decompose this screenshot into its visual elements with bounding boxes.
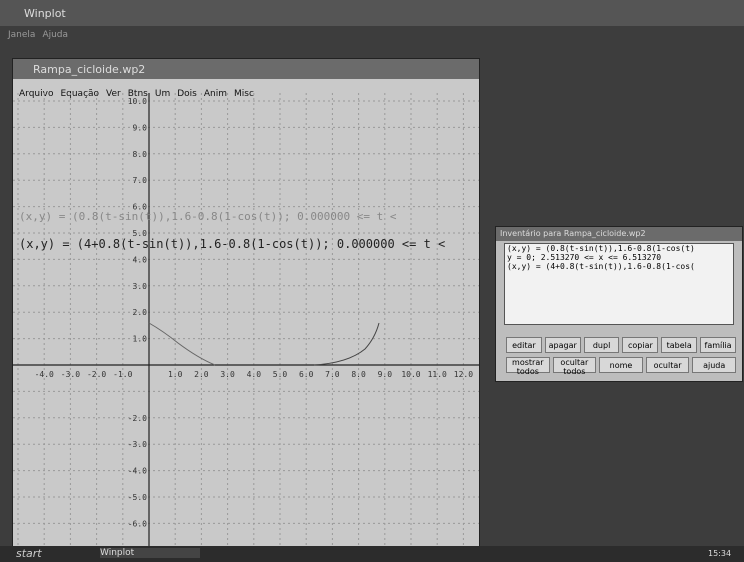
y-tick-label: 2.0 xyxy=(133,308,148,317)
task-button[interactable]: Winplot xyxy=(100,548,200,558)
x-tick-label: 11.0 xyxy=(428,370,447,379)
button[interactable]: ocultar todos xyxy=(553,357,597,373)
inventory-item[interactable]: (x,y) = (4+0.8(t-sin(t)),1.6-0.8(1-cos( xyxy=(505,262,733,271)
x-tick-label: -4.0 xyxy=(35,370,54,379)
y-tick-label: 8.0 xyxy=(133,150,148,159)
y-tick-label: -2.0 xyxy=(128,414,147,423)
y-tick-label: -3.0 xyxy=(128,440,147,449)
y-tick-label: -6.0 xyxy=(128,519,147,528)
button[interactable]: mostrar todos xyxy=(506,357,550,373)
x-tick-label: 8.0 xyxy=(351,370,366,379)
x-tick-label: -3.0 xyxy=(61,370,80,379)
y-tick-label: 10.0 xyxy=(128,97,147,106)
equation: (x,y) = (4+0.8(t-sin(t)),1.6-0.8(1-cos(t… xyxy=(19,237,445,251)
x-tick-label: 3.0 xyxy=(220,370,235,379)
x-tick-label: 1.0 xyxy=(168,370,183,379)
y-tick-label: 9.0 xyxy=(133,123,148,132)
app-titlebar: Winplot xyxy=(0,0,744,26)
button[interactable]: tabela xyxy=(661,337,697,353)
y-tick-label: 1.0 xyxy=(133,335,148,344)
button[interactable]: ajuda xyxy=(692,357,736,373)
menu-item[interactable]: Janela xyxy=(8,30,35,40)
inventory-item[interactable]: (x,y) = (0.8(t-sin(t)),1.6-0.8(1-cos(t) xyxy=(505,244,733,253)
button[interactable]: nome xyxy=(599,357,643,373)
grid xyxy=(13,93,479,549)
button[interactable]: copiar xyxy=(622,337,658,353)
y-tick-label: -4.0 xyxy=(128,467,147,476)
clock: 15:34 xyxy=(708,549,731,558)
button[interactable]: dupl xyxy=(584,337,620,353)
plot: -4.0 -3.0 -2.0 -1.0 1.0 2.0 3.0 4.0 5.0 6.0 7.0 8.0… xyxy=(13,93,479,549)
y-tick-label: 7.0 xyxy=(133,176,148,185)
dialog-titlebar: Inventário para Rampa_cicloide.wp2 xyxy=(496,227,742,241)
x-tick-label: -1.0 xyxy=(113,370,132,379)
inventory-dialog: Inventário para Rampa_cicloide.wp2 (x,y)… xyxy=(495,226,743,382)
x-tick-label: 5.0 xyxy=(273,370,288,379)
x-tick-label: -2.0 xyxy=(87,370,106,379)
curve xyxy=(314,323,379,365)
curve xyxy=(149,323,215,365)
y-tick-label: 4.0 xyxy=(133,255,148,264)
button[interactable]: família xyxy=(700,337,736,353)
window-titlebar: Rampa_cicloide.wp2 xyxy=(13,59,479,79)
inventory-item[interactable]: y = 0; 2.513270 <= x <= 6.513270 xyxy=(505,253,733,262)
dialog-title: Inventário para Rampa_cicloide.wp2 xyxy=(500,229,646,238)
x-tick-label: 2.0 xyxy=(194,370,209,379)
window-title: Rampa_cicloide.wp2 xyxy=(33,63,145,76)
menu-item[interactable]: Ajuda xyxy=(42,30,68,40)
y-tick-label: 3.0 xyxy=(133,282,148,291)
start-button[interactable]: start xyxy=(16,547,42,560)
y-tick-label: -5.0 xyxy=(128,493,147,502)
x-tick-label: 12.0 xyxy=(454,370,473,379)
app-menu: Janela Ajuda xyxy=(8,30,75,40)
equation: (x,y) = (0.8(t-sin(t)),1.6-0.8(1-cos(t))… xyxy=(19,210,397,223)
button[interactable]: editar xyxy=(506,337,542,353)
x-tick-label: 9.0 xyxy=(378,370,393,379)
x-tick-label: 6.0 xyxy=(299,370,314,379)
x-tick-label: 7.0 xyxy=(325,370,340,379)
x-tick-label: 10.0 xyxy=(401,370,420,379)
x-tick-label: 4.0 xyxy=(247,370,262,379)
screen: Winplot Janela Ajuda Rampa_cicloide.wp2 A… xyxy=(0,0,744,562)
inventory-list[interactable]: (x,y) = (0.8(t-sin(t)),1.6-0.8(1-cos(t)y… xyxy=(504,243,734,325)
app-title: Winplot xyxy=(24,7,66,20)
button[interactable]: ocultar xyxy=(646,357,690,373)
button[interactable]: apagar xyxy=(545,337,581,353)
taskbar: start Winplot 15:34 xyxy=(0,546,744,562)
